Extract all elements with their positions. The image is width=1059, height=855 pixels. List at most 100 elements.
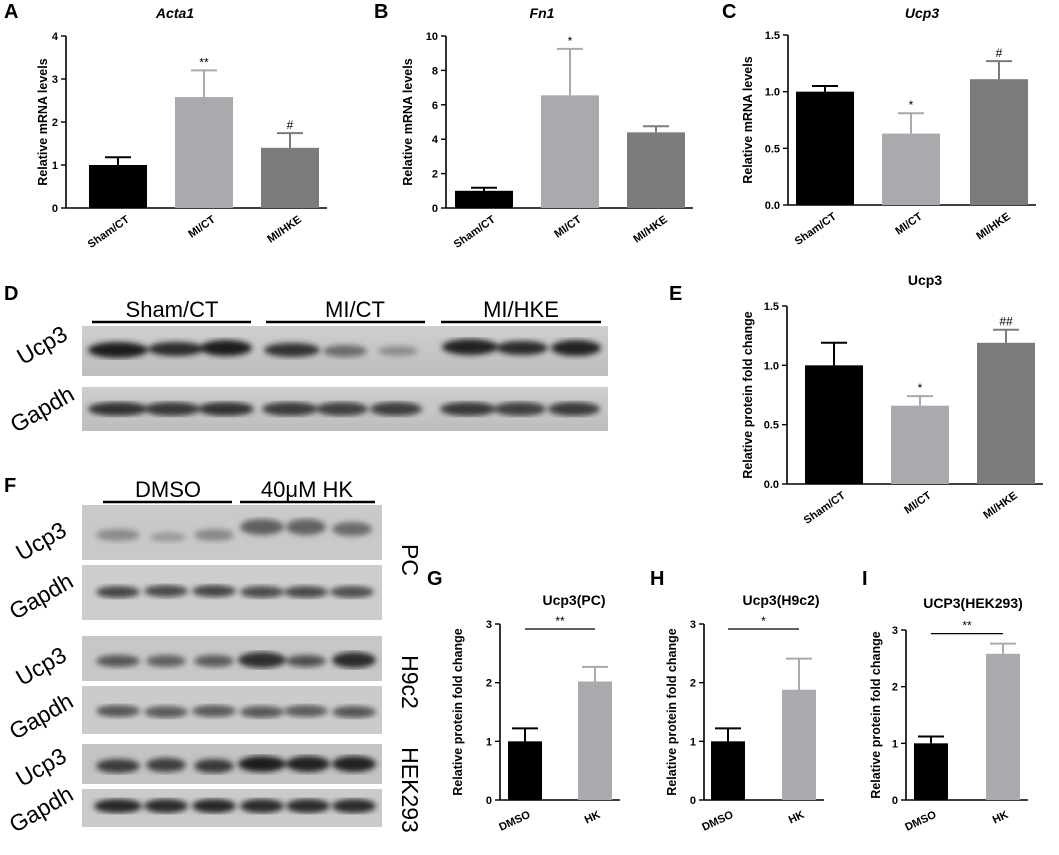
category-label: MI/HKE: [981, 490, 1019, 522]
category-label: Sham/CT: [793, 210, 839, 247]
bar: [805, 365, 863, 484]
blot-d-ucp3-bands: [88, 339, 601, 358]
blot-f-pc-row-ucp3: Ucp3: [11, 516, 71, 565]
significance-mark: *: [568, 34, 573, 48]
y-tick-label: 4: [432, 134, 439, 146]
category-label: MI/CT: [902, 489, 934, 516]
blot-f-pc-gapdh-bands: [96, 585, 374, 598]
blot-f-hek293-ucp3-bands: [96, 756, 376, 773]
bar: [578, 681, 612, 800]
significance-mark: #: [996, 46, 1003, 60]
blot-f-h9c2-row-gapdh: Gapdh: [5, 688, 78, 745]
y-tick-label: 1: [52, 160, 58, 172]
y-tick-label: 0.0: [764, 479, 779, 491]
blot-panel-f: F DMSO 40μM HK Ucp3 Gapdh PC: [4, 475, 423, 838]
y-tick-label: 1.0: [764, 360, 779, 372]
y-axis-label: Relative mRNA levels: [36, 58, 50, 185]
y-tick-label: 1: [892, 738, 898, 750]
blot-f-cell-hek293: HEK293: [397, 747, 423, 833]
y-tick-label: 3: [486, 619, 492, 631]
blot-d-row-ucp3: Ucp3: [12, 320, 72, 369]
y-axis-label: Relative protein fold change: [869, 631, 883, 798]
chart-a: A Acta1 Relative mRNA levels 0 1 2 3 4 Sham/CT **…: [4, 1, 327, 251]
chart-title: Ucp3: [905, 5, 939, 21]
blot-d-group-sham-ct: Sham/CT: [126, 297, 219, 322]
bar: [891, 405, 949, 484]
panel-label-g: G: [427, 568, 443, 590]
category-label: Sham/CT: [802, 489, 848, 526]
blot-f-hek293-row-gapdh: Gapdh: [5, 781, 78, 838]
significance-mark: *: [909, 98, 914, 112]
significance-mark: **: [199, 55, 209, 69]
blot-d-row-gapdh: Gapdh: [6, 381, 79, 438]
blot-d-gapdh-bands: [88, 402, 600, 416]
y-tick-label: 0.5: [764, 420, 779, 432]
bar: [455, 190, 513, 208]
bar: [914, 743, 948, 800]
y-tick-label: 3: [892, 625, 898, 637]
significance-mark: ##: [999, 315, 1013, 329]
blot-f-cell-h9c2: H9c2: [397, 655, 423, 709]
category-label: Sham/CT: [452, 213, 498, 250]
chart-e: E Ucp3 Relative protein fold change 0.0 0.5 1…: [669, 272, 1043, 527]
bar: [175, 97, 233, 208]
y-tick-label: 0: [432, 203, 438, 215]
y-tick-label: 4: [52, 31, 59, 43]
y-tick-label: 0: [892, 795, 898, 807]
y-axis-label: Relative mRNA levels: [741, 56, 755, 183]
y-tick-label: 0: [52, 203, 58, 215]
blot-f-group-dmso: DMSO: [135, 477, 201, 502]
blot-f-pc-ucp3-bands: [96, 519, 372, 542]
y-tick-label: 2: [432, 169, 438, 181]
chart-b: B Fn1 Relative mRNA levels 0 2 4 6 8 10 Sham/CT * M…: [374, 1, 693, 251]
y-tick-label: 3: [690, 619, 696, 631]
blot-f-h9c2-row-ucp3: Ucp3: [11, 641, 71, 690]
significance-mark: *: [918, 381, 923, 395]
y-axis-label: Relative protein fold change: [741, 311, 755, 478]
significance-mark: **: [555, 614, 565, 628]
y-tick-label: 10: [426, 31, 438, 43]
bar: [970, 79, 1028, 205]
chart-title: Acta1: [155, 5, 194, 21]
significance-mark: #: [287, 118, 294, 132]
y-tick-label: 2: [690, 678, 696, 690]
bar: [796, 91, 854, 205]
category-label: HK: [991, 809, 1011, 827]
panel-label-f: F: [4, 475, 16, 497]
bar: [977, 342, 1035, 484]
category-label: DMSO: [700, 809, 735, 834]
y-tick-label: 1: [486, 736, 492, 748]
blot-panel-d: D Sham/CT MI/CT MI/HKE Ucp3: [4, 283, 608, 438]
chart-g: G Ucp3(PC) Relative protein fold change 0 1 2…: [427, 568, 620, 834]
category-label: MI/HKE: [265, 214, 303, 246]
y-tick-label: 1.5: [764, 301, 779, 313]
bar: [627, 132, 685, 208]
blot-d-group-mi-hke: MI/HKE: [483, 297, 559, 322]
bar: [541, 95, 599, 208]
chart-i: I UCP3(HEK293) Relative protein fold chang…: [862, 568, 1028, 834]
y-axis-label: Relative protein fold change: [665, 628, 679, 795]
chart-c: C Ucp3 Relative mRNA levels 0.0 0.5 1.0 1.5 Sha…: [722, 1, 1036, 248]
panel-label-i: I: [862, 568, 868, 590]
y-tick-label: 0.0: [765, 200, 780, 212]
y-tick-label: 0.5: [765, 143, 780, 155]
panel-label-a: A: [4, 1, 18, 23]
chart-h: H Ucp3(H9c2) Relative protein fold change 0…: [650, 568, 824, 834]
y-tick-label: 2: [52, 117, 58, 129]
bar: [261, 147, 319, 208]
significance-mark: *: [761, 614, 766, 628]
panel-label-h: H: [650, 568, 664, 590]
bar: [711, 741, 745, 800]
category-label: MI/CT: [893, 210, 925, 237]
blot-f-pc-row-gapdh: Gapdh: [5, 568, 78, 625]
blot-f-group-hk: 40μM HK: [261, 477, 353, 502]
blot-f-cell-pc: PC: [397, 544, 423, 576]
blot-d-group-mi-ct: MI/CT: [325, 297, 385, 322]
y-tick-label: 1: [690, 736, 696, 748]
y-tick-label: 1.0: [765, 87, 780, 99]
y-tick-label: 3: [52, 74, 58, 86]
chart-title: UCP3(HEK293): [923, 595, 1023, 611]
y-tick-label: 0: [690, 795, 696, 807]
y-axis-label: Relative mRNA levels: [401, 58, 415, 185]
